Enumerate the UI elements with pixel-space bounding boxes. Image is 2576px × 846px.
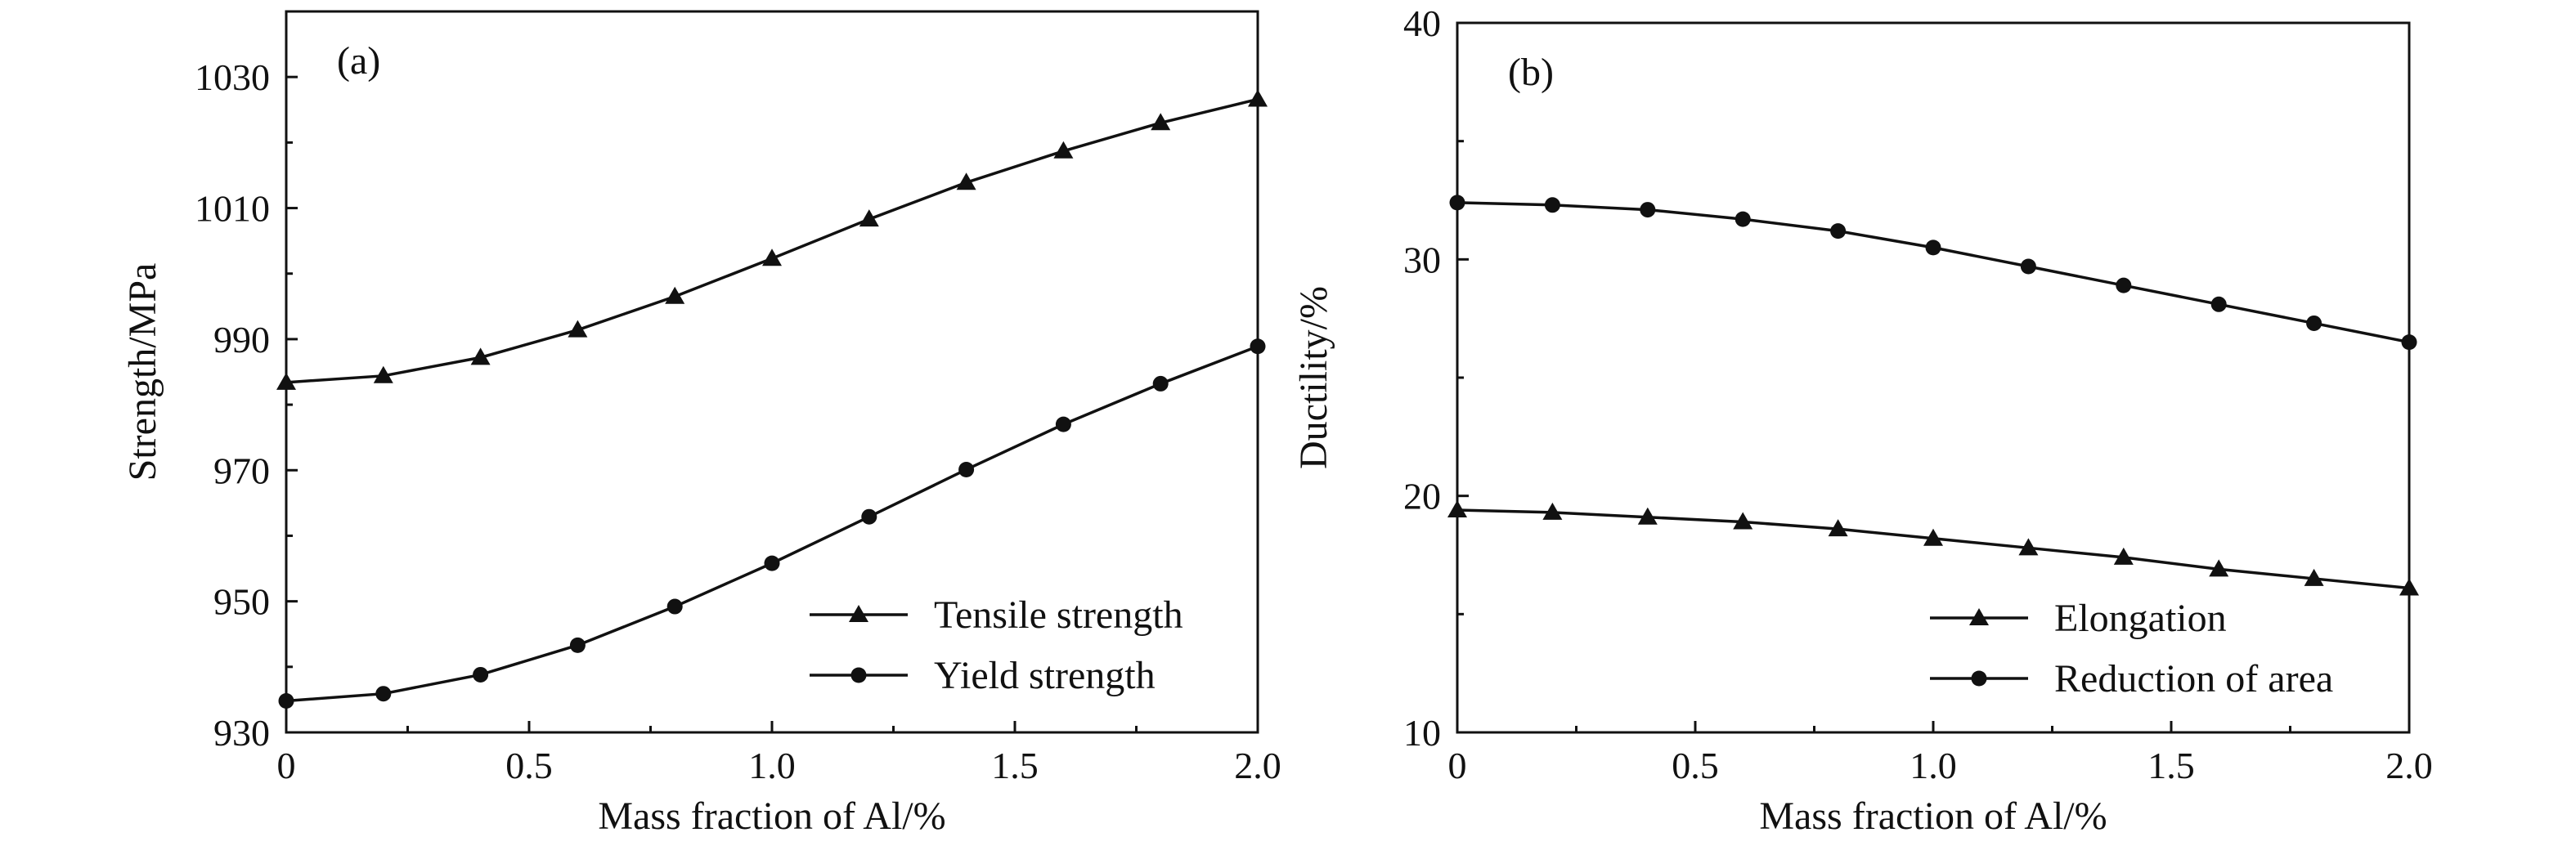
data-point [861, 508, 877, 525]
x-tick-label: 2.0 [2385, 745, 2433, 786]
x-axis-title: Mass fraction of Al/% [598, 795, 945, 838]
data-point [470, 347, 491, 365]
legend-entry: Reduction of area [1930, 657, 2333, 701]
data-point [473, 666, 489, 683]
series-line [1456, 201, 2410, 344]
data-point [2018, 538, 2039, 556]
data-point [1828, 519, 1848, 537]
data-point [2399, 578, 2419, 596]
y-tick-label: 970 [213, 450, 270, 491]
data-point [2209, 559, 2229, 577]
series-line [285, 345, 1259, 703]
data-point [665, 286, 685, 304]
data-point [956, 172, 976, 190]
legend-label: Yield strength [934, 654, 1156, 697]
y-tick-label: 20 [1403, 476, 1441, 517]
y-tick-label: 30 [1403, 239, 1441, 280]
data-point [373, 365, 393, 383]
data-point [1542, 502, 1563, 520]
y-axis-title: Strength/MPa [121, 263, 164, 481]
legend-marker [849, 605, 868, 622]
data-point [666, 598, 683, 615]
x-tick-label: 0.5 [1672, 745, 1719, 786]
data-point [1447, 500, 1467, 518]
data-point [2401, 334, 2417, 351]
y-tick-label: 1010 [195, 188, 270, 230]
legend-entry: Elongation [1930, 597, 2227, 640]
data-point [1637, 507, 1658, 525]
x-axis-title: Mass fraction of Al/% [1759, 795, 2107, 838]
y-tick-label: 990 [213, 319, 270, 360]
data-point [1923, 528, 1943, 546]
data-point [1449, 195, 1465, 211]
series-line [285, 97, 1259, 384]
data-point [1055, 416, 1071, 432]
data-point [278, 693, 294, 709]
data-point [1925, 239, 1941, 256]
data-point [1544, 197, 1560, 213]
data-point [2210, 296, 2227, 312]
x-tick-label: 1.5 [991, 745, 1039, 786]
y-tick-label: 1030 [195, 56, 270, 98]
y-axis-title: Ductility/% [1292, 286, 1335, 469]
legend-entry: Yield strength [810, 654, 1156, 697]
data-point [764, 555, 780, 571]
data-point [1250, 338, 1266, 355]
series-line [1456, 508, 2410, 590]
data-point [1735, 211, 1751, 227]
series-circle [1449, 195, 2417, 351]
x-tick-label: 0 [277, 745, 296, 786]
legend-marker [1971, 670, 1987, 687]
x-tick-label: 1.0 [748, 745, 796, 786]
x-tick-label: 0 [1448, 745, 1467, 786]
chart-panel-b: 0 0.5 1.0 1.5 2.0 10 20 30 40 Mass fraction of Al… [1292, 2, 2433, 838]
data-point [2306, 315, 2322, 331]
data-point [1152, 375, 1169, 392]
y-tick-label: 40 [1403, 2, 1441, 44]
data-point [2113, 547, 2134, 565]
data-point [1640, 202, 1656, 218]
series-circle [278, 338, 1266, 709]
legend-label: Tensile strength [934, 593, 1183, 637]
data-point [859, 209, 879, 227]
y-tick-label: 950 [213, 581, 270, 623]
panel-label: (a) [337, 39, 380, 83]
data-point [762, 248, 782, 266]
data-point [1151, 113, 1171, 131]
legend-label: Reduction of area [2054, 657, 2333, 701]
x-tick-label: 1.0 [1910, 745, 1957, 786]
data-point [2304, 568, 2324, 586]
data-point [2116, 277, 2132, 293]
legend-label: Elongation [2054, 597, 2227, 640]
legend-entry: Tensile strength [810, 593, 1183, 637]
x-tick-label: 2.0 [1234, 745, 1281, 786]
data-point [569, 637, 586, 653]
data-point [2020, 258, 2036, 275]
plot-frame [1456, 21, 2411, 734]
data-point [568, 320, 588, 338]
data-point [276, 372, 296, 390]
data-point [1830, 223, 1847, 239]
x-tick-label: 0.5 [505, 745, 553, 786]
x-tick-label: 1.5 [2147, 745, 2195, 786]
legend-marker [850, 667, 867, 683]
data-point [375, 686, 392, 702]
y-tick-label: 10 [1403, 712, 1441, 754]
y-tick-label: 930 [213, 712, 270, 754]
series-triangle [276, 89, 1268, 390]
legend-marker [1969, 608, 1989, 625]
data-point [1248, 89, 1268, 107]
chart-panel-a: 0 0.5 1.0 1.5 2.0 930 950 970 990 1010 1030 Mass fr… [121, 10, 1281, 838]
panel-label: (b) [1508, 51, 1554, 94]
series-triangle [1447, 500, 2419, 596]
data-point [1733, 512, 1753, 530]
data-point [958, 461, 975, 477]
data-point [1053, 141, 1074, 159]
